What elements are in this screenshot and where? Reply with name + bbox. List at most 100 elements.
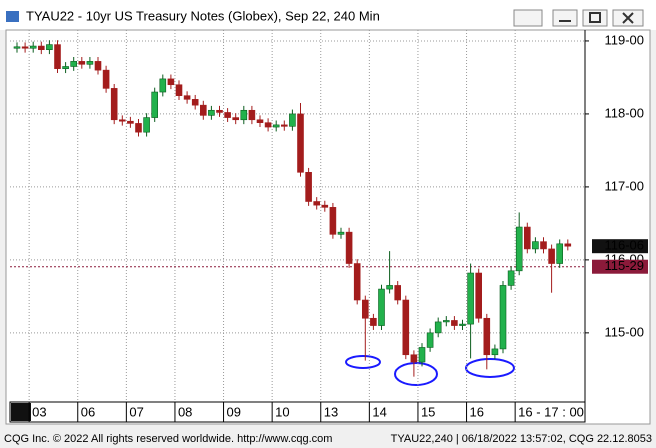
- highlight-ellipse: [465, 358, 515, 378]
- candle-body: [13, 46, 21, 49]
- candle-body: [297, 113, 304, 173]
- candle-body: [159, 78, 167, 93]
- x-tick-label: 15: [421, 404, 435, 419]
- candle-body: [467, 272, 474, 325]
- candle-body: [191, 99, 199, 106]
- x-tick-label: 16: [470, 404, 484, 419]
- candle-body: [272, 124, 280, 128]
- minimize-button[interactable]: [552, 9, 578, 27]
- candle-body: [353, 263, 361, 301]
- candle-body: [78, 61, 86, 65]
- candle-body: [329, 207, 337, 235]
- x-tick-label: 10: [275, 404, 289, 419]
- candle-body: [37, 45, 45, 51]
- time-axis: [9, 401, 586, 423]
- candle-body: [248, 109, 256, 121]
- candle-body: [86, 61, 94, 65]
- candle-body: [289, 113, 296, 127]
- candle-body: [313, 201, 321, 206]
- candle-body: [110, 88, 118, 121]
- y-tick-label: 115-00: [604, 324, 644, 339]
- candle-body: [280, 124, 288, 127]
- candle-body: [29, 45, 37, 49]
- candle-body: [410, 354, 418, 363]
- candle-body: [264, 122, 272, 128]
- candle-body: [451, 320, 458, 326]
- candle-body: [491, 348, 499, 356]
- candle-body: [378, 288, 385, 326]
- candle-body: [127, 120, 134, 124]
- candle-body: [151, 91, 158, 118]
- candle-body: [62, 66, 69, 69]
- candle-body: [143, 117, 150, 133]
- candle-body: [94, 61, 102, 71]
- candle-body: [200, 104, 207, 116]
- candle-body: [232, 117, 239, 121]
- candle-body: [394, 285, 402, 301]
- link-button[interactable]: [513, 9, 543, 27]
- axis-corner: [11, 403, 31, 421]
- candle-body: [70, 61, 77, 67]
- candle-body: [483, 317, 491, 356]
- x-tick-label: 16 - 17 : 00: [518, 404, 584, 419]
- candle-body: [507, 270, 515, 286]
- x-tick-label: 09: [227, 404, 241, 419]
- candle-body: [459, 323, 466, 326]
- x-tick-label: 06: [81, 404, 95, 419]
- candle-body: [256, 119, 264, 123]
- window-title: TYAU22 - 10yr US Treasury Notes (Globex)…: [26, 8, 380, 23]
- footer-copyright: CQG Inc. © 2022 All rights reserved worl…: [4, 433, 332, 445]
- candle-body: [208, 109, 215, 116]
- candle-body: [556, 243, 564, 264]
- x-tick-label: 08: [178, 404, 192, 419]
- candle-body: [548, 248, 555, 264]
- candle-body: [564, 243, 572, 247]
- candle-body: [418, 347, 426, 363]
- candle-body: [345, 231, 353, 264]
- window-icon: [6, 11, 19, 22]
- candle-body: [21, 46, 29, 49]
- candle-body: [523, 226, 531, 250]
- title-bar: [0, 0, 656, 30]
- candle-body: [402, 299, 410, 356]
- candle-body: [135, 123, 142, 133]
- candle-body: [337, 231, 345, 235]
- candle-body: [305, 172, 312, 202]
- close-icon: [622, 12, 634, 24]
- candle-body: [434, 321, 442, 334]
- y-tick-label: 117-00: [604, 178, 644, 193]
- candle-body: [183, 95, 191, 100]
- candle-body: [216, 109, 223, 113]
- candle-body: [499, 285, 507, 350]
- reference-price-box: [592, 259, 648, 274]
- x-tick-label: 13: [324, 404, 338, 419]
- x-tick-label: 03: [32, 404, 46, 419]
- candle-body: [321, 204, 329, 208]
- candle-body: [167, 78, 175, 86]
- x-tick-label: 07: [129, 404, 143, 419]
- candle-body: [175, 84, 183, 96]
- highlight-ellipse: [345, 355, 381, 369]
- candle-body: [224, 112, 231, 118]
- candle-body: [370, 317, 377, 326]
- reference-price-label: 115-29: [604, 258, 644, 273]
- candle-body: [119, 119, 126, 122]
- candle-body: [426, 332, 434, 348]
- footer-status: TYAU22,240 | 06/18/2022 13:57:02, CQG 22…: [391, 433, 652, 445]
- last-price-label: 116-06: [604, 238, 644, 253]
- candle-body: [515, 226, 523, 272]
- y-tick-label: 119-00: [604, 32, 644, 47]
- highlight-ellipse: [394, 362, 438, 386]
- candle-body: [442, 320, 450, 323]
- candle-body: [240, 109, 248, 121]
- x-tick-label: 14: [372, 404, 386, 419]
- candle-body: [540, 241, 547, 250]
- restore-icon: [589, 12, 601, 23]
- candle-body: [361, 299, 369, 319]
- last-price-box: [592, 239, 648, 254]
- candle-body: [46, 44, 53, 51]
- candle-body: [475, 272, 483, 319]
- candle-body: [532, 241, 539, 250]
- chart-panel: [5, 29, 651, 425]
